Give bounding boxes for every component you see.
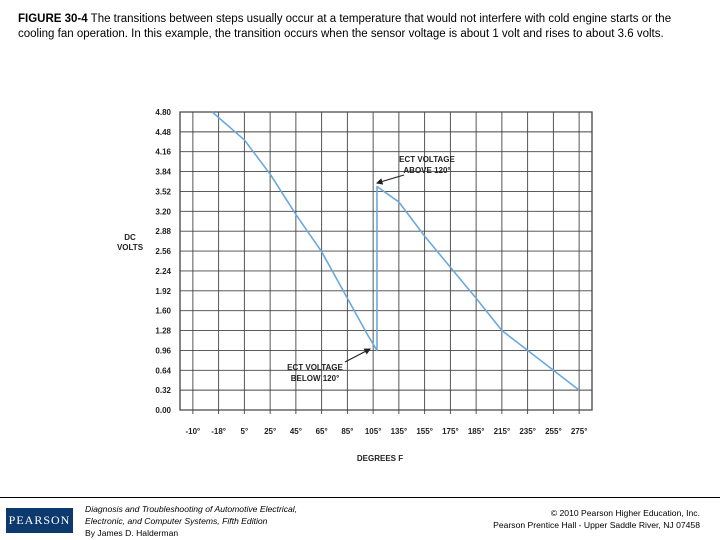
x-tick-label: -10° <box>185 427 200 436</box>
y-axis-label-line2: VOLTS <box>117 243 144 252</box>
x-tick-label: 65° <box>316 427 328 436</box>
annotation-text-1: BELOW 120° <box>291 374 340 383</box>
y-tick-label: 3.52 <box>155 187 171 196</box>
x-axis-label: DEGREES F <box>357 454 403 463</box>
y-tick-label: 1.60 <box>155 307 171 316</box>
ect-voltage-chart: 0.00 0.32 0.64 0.96 1.28 1.60 1.92 2.24 2.56 2.88… <box>117 108 593 463</box>
y-tick-label: 0.00 <box>155 406 171 415</box>
y-tick-label: 1.92 <box>155 287 171 296</box>
x-tick-label: 5° <box>241 427 249 436</box>
y-tick-label: 4.48 <box>155 128 171 137</box>
book-title-line1: Diagnosis and Troubleshooting of Automot… <box>85 504 298 514</box>
y-tick-label: 2.88 <box>155 227 171 236</box>
pearson-logo: PEARSON <box>6 508 73 533</box>
data-series <box>211 111 580 391</box>
copyright-notice: © 2010 Pearson Higher Education, Inc. Pe… <box>370 507 700 531</box>
y-tick-label: 0.96 <box>155 346 171 355</box>
series-line-0 <box>211 111 580 391</box>
plot-frame <box>179 111 593 411</box>
book-title-line2: Electronic, and Computer Systems, Fifth … <box>85 516 268 526</box>
x-tick-label: 45° <box>290 427 302 436</box>
book-citation: Diagnosis and Troubleshooting of Automot… <box>85 503 385 539</box>
x-tick-labels: -10° -18° 5° 25° 45° 65° 85° 105° 135° 155° 175° 18… <box>185 427 587 436</box>
x-tick-label: 215° <box>494 427 511 436</box>
figure-caption: FIGURE 30-4 The transitions between step… <box>18 12 708 42</box>
x-tick-label: 155° <box>416 427 433 436</box>
annotation-text-1: ECT VOLTAGE <box>287 363 343 372</box>
x-tick-label: 275° <box>571 427 588 436</box>
chart-grid <box>179 111 593 414</box>
x-tick-label: 105° <box>365 427 382 436</box>
y-tick-label: 2.56 <box>155 247 171 256</box>
y-tick-label: 0.64 <box>155 366 171 375</box>
x-tick-label: -18° <box>211 427 226 436</box>
y-tick-label: 4.80 <box>155 108 171 117</box>
copyright-line2: Pearson Prentice Hall - Upper Saddle Riv… <box>493 520 700 530</box>
figure-label: FIGURE 30-4 <box>18 13 88 25</box>
y-tick-labels: 0.00 0.32 0.64 0.96 1.28 1.60 1.92 2.24 2.56 2.88… <box>155 108 171 415</box>
annotation-text-0: ECT VOLTAGE <box>399 155 455 164</box>
y-tick-label: 3.84 <box>155 168 171 177</box>
y-tick-label: 0.32 <box>155 386 171 395</box>
x-tick-label: 175° <box>442 427 459 436</box>
y-tick-label: 2.24 <box>155 267 171 276</box>
annotation-arrow-1 <box>344 348 371 363</box>
x-tick-label: 135° <box>391 427 408 436</box>
book-author: By James D. Halderman <box>85 528 179 538</box>
x-tick-label: 255° <box>545 427 562 436</box>
y-tick-label: 1.28 <box>155 327 171 336</box>
x-tick-label: 85° <box>341 427 353 436</box>
y-axis-label-line1: DC <box>124 233 136 242</box>
annotation-text-0: ABOVE 120° <box>403 166 450 175</box>
annotation-arrow-0 <box>375 174 405 185</box>
x-tick-label: 235° <box>519 427 536 436</box>
chart-annotations: ECT VOLTAGE ABOVE 120° ECT VOLTAGE BELOW 12… <box>287 155 455 383</box>
y-tick-label: 4.16 <box>155 148 171 157</box>
footer-divider <box>0 497 720 498</box>
x-tick-label: 25° <box>264 427 276 436</box>
x-tick-label: 185° <box>468 427 485 436</box>
caption-text: The transitions between steps usually oc… <box>18 13 672 40</box>
y-tick-label: 3.20 <box>155 207 171 216</box>
copyright-line1: © 2010 Pearson Higher Education, Inc. <box>550 508 700 518</box>
